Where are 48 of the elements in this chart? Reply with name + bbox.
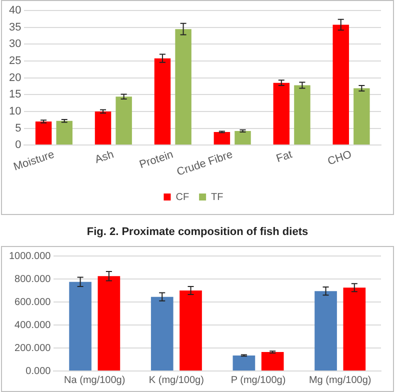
x-tick-label: Mg (mg/100g) (308, 374, 372, 386)
y-tick-label: 20 (8, 72, 22, 84)
bar (175, 29, 192, 145)
bar (314, 291, 337, 370)
y-tick-label: 35 (8, 21, 22, 34)
bar (354, 88, 370, 145)
bar (180, 290, 202, 370)
bar (214, 132, 230, 145)
y-tick-label: 25 (8, 55, 22, 68)
bar (98, 276, 120, 370)
bar (273, 82, 290, 145)
y-tick-label: 15 (8, 88, 22, 101)
bar (343, 288, 366, 370)
bar (232, 355, 256, 370)
x-tick-label: Ash (94, 148, 116, 166)
bar (150, 296, 174, 370)
y-tick-label: 400.000 (14, 320, 52, 331)
x-tick-label: Na (mg/100g) (64, 374, 126, 386)
bar (261, 352, 284, 370)
legend-label: TF (211, 192, 224, 203)
bar (56, 120, 72, 145)
legend-label: CF (176, 192, 190, 203)
x-tick-label: K (mg/100g) (148, 374, 204, 386)
bar (332, 24, 349, 145)
bar (234, 130, 251, 145)
y-tick-label: 800.000 (14, 274, 52, 285)
bar (35, 122, 52, 145)
x-tick-label: Crude Fibre (175, 148, 234, 178)
bar (69, 282, 92, 370)
x-tick-label: CHO (326, 148, 354, 168)
y-tick-label: 40 (8, 4, 22, 17)
y-tick-label: 0 (15, 139, 22, 152)
bar (294, 85, 310, 145)
y-tick-label: 5 (15, 122, 22, 134)
y-tick-label: 1000.000 (8, 250, 52, 262)
y-tick-label: 10 (8, 105, 22, 118)
x-tick-label: Moisture (12, 148, 56, 174)
x-tick-label: Fat (274, 148, 294, 166)
y-tick-label: 30 (8, 38, 22, 50)
bar (154, 58, 171, 145)
x-tick-label: P (mg/100g) (230, 374, 286, 386)
y-tick-label: 0.000 (26, 366, 52, 377)
y-tick-label: 600.000 (14, 296, 52, 308)
y-tick-label: 200.000 (14, 342, 52, 354)
bar (94, 111, 112, 145)
x-tick-label: Protein (138, 148, 175, 172)
caption: Fig. 2. Proximate composition of fish diets (86, 226, 310, 238)
bar (116, 96, 132, 145)
